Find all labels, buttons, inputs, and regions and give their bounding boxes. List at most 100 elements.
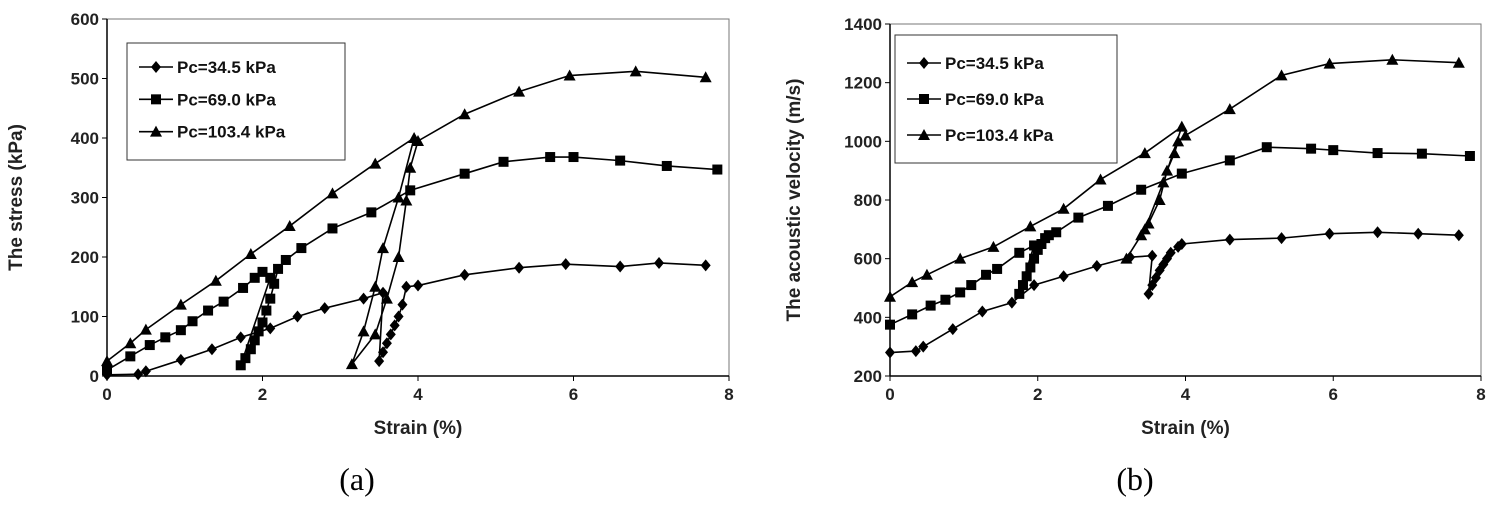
y-tick-label: 200 bbox=[71, 248, 99, 267]
triangle-marker bbox=[244, 248, 257, 260]
triangle-marker bbox=[1057, 202, 1070, 214]
square-marker bbox=[1014, 247, 1025, 258]
square-marker bbox=[405, 185, 416, 196]
caption-a: (a) bbox=[339, 461, 375, 497]
diamond-marker bbox=[393, 310, 404, 323]
y-tick-label: 300 bbox=[71, 189, 99, 208]
square-marker bbox=[1306, 143, 1317, 154]
chart-b: 0 2 4 6 8 200 400 600 800 1000 1200 1400 Strain (%) T… bbox=[784, 15, 1486, 439]
triangle-marker bbox=[920, 268, 933, 280]
triangle-marker bbox=[412, 134, 424, 146]
triangle-marker bbox=[1157, 176, 1170, 188]
triangle-marker bbox=[906, 276, 919, 288]
y-tick-label: 400 bbox=[854, 308, 882, 327]
x-tick-label: 0 bbox=[102, 385, 111, 404]
diamond-marker bbox=[1006, 296, 1017, 309]
diamond-marker bbox=[459, 268, 470, 281]
triangle-marker bbox=[326, 187, 339, 199]
x-tick-label: 2 bbox=[258, 385, 267, 404]
series-triangle bbox=[101, 65, 712, 370]
square-marker bbox=[238, 282, 249, 293]
square-marker bbox=[1014, 288, 1025, 299]
square-marker bbox=[280, 254, 291, 265]
diamond-marker bbox=[235, 331, 246, 344]
square-marker bbox=[712, 164, 723, 175]
triangle-marker bbox=[283, 220, 296, 232]
legend-label: Pc=103.4 kPa bbox=[177, 123, 286, 142]
square-marker bbox=[1021, 271, 1032, 282]
diamond-marker bbox=[1453, 229, 1464, 242]
series-square bbox=[885, 142, 1475, 330]
chart-a: 0 2 4 6 8 0 100 200 300 400 500 600 Strain (%) The st… bbox=[6, 10, 734, 439]
square-marker bbox=[265, 272, 276, 283]
y-axis-label: The acoustic velocity (m/s) bbox=[784, 79, 805, 322]
square-marker bbox=[1073, 212, 1084, 223]
square-marker bbox=[249, 335, 260, 346]
square-marker bbox=[102, 365, 112, 376]
square-marker bbox=[966, 280, 977, 291]
triangle-marker bbox=[392, 251, 405, 262]
square-marker bbox=[269, 278, 280, 289]
y-tick-label: 1200 bbox=[844, 74, 882, 93]
square-marker bbox=[498, 156, 509, 167]
series-diamond bbox=[885, 226, 1464, 359]
diamond-marker bbox=[560, 258, 571, 271]
triangle-marker bbox=[1168, 147, 1181, 159]
triangle-marker bbox=[1153, 194, 1166, 205]
triangle-marker bbox=[458, 108, 471, 120]
series-line bbox=[106, 262, 706, 376]
square-marker bbox=[1261, 142, 1272, 153]
triangle-marker bbox=[1223, 103, 1236, 115]
diamond-marker bbox=[140, 365, 151, 378]
diamond-marker bbox=[1176, 238, 1187, 250]
square-marker bbox=[1176, 168, 1187, 179]
square-marker bbox=[1416, 148, 1427, 159]
square-marker bbox=[545, 152, 556, 163]
square-marker bbox=[1032, 244, 1043, 255]
square-marker bbox=[615, 155, 626, 166]
triangle-marker bbox=[987, 240, 1000, 252]
diamond-marker bbox=[700, 259, 711, 272]
diamond-marker bbox=[292, 310, 303, 323]
diamond-marker bbox=[1058, 270, 1069, 283]
square-marker bbox=[151, 94, 161, 105]
square-marker bbox=[1029, 253, 1040, 264]
square-marker bbox=[925, 300, 936, 311]
square-marker bbox=[955, 287, 966, 298]
y-tick-label: 600 bbox=[71, 10, 99, 29]
diamond-marker bbox=[389, 319, 400, 332]
diamond-marker bbox=[1224, 233, 1235, 246]
square-marker bbox=[568, 152, 579, 163]
square-marker bbox=[1036, 239, 1047, 249]
diamond-marker bbox=[381, 337, 392, 350]
triangle-marker bbox=[1275, 69, 1288, 81]
triangle-marker bbox=[1094, 173, 1107, 185]
square-marker bbox=[144, 340, 155, 351]
y-tick-label: 1400 bbox=[844, 15, 882, 34]
diamond-marker bbox=[133, 368, 144, 381]
y-tick-label: 0 bbox=[90, 367, 99, 386]
x-tick-label: 0 bbox=[885, 385, 894, 404]
caption-b: (b) bbox=[1116, 461, 1153, 497]
y-tick-label: 500 bbox=[71, 70, 99, 89]
diamond-marker bbox=[910, 345, 921, 358]
triangle-marker bbox=[150, 125, 162, 137]
square-marker bbox=[273, 263, 284, 274]
diamond-marker bbox=[1413, 227, 1424, 240]
legend-label: Pc=34.5 kPa bbox=[177, 58, 276, 77]
x-tick-label: 8 bbox=[724, 385, 733, 404]
x-axis-label: Strain (%) bbox=[374, 418, 463, 439]
diamond-marker bbox=[947, 323, 958, 336]
legend: Pc=34.5 kPa Pc=69.0 kPa Pc=103.4 kPa bbox=[894, 34, 1118, 164]
series-triangle bbox=[884, 53, 1465, 302]
square-marker bbox=[1136, 184, 1147, 195]
diamond-marker bbox=[1029, 279, 1040, 292]
triangle-marker bbox=[513, 85, 526, 97]
triangle-marker bbox=[369, 157, 382, 169]
square-marker bbox=[253, 326, 264, 337]
triangle-marker bbox=[1179, 129, 1192, 141]
x-axis-label: Strain (%) bbox=[1141, 418, 1230, 439]
y-tick-label: 400 bbox=[71, 129, 99, 148]
diamond-marker bbox=[1147, 249, 1158, 262]
